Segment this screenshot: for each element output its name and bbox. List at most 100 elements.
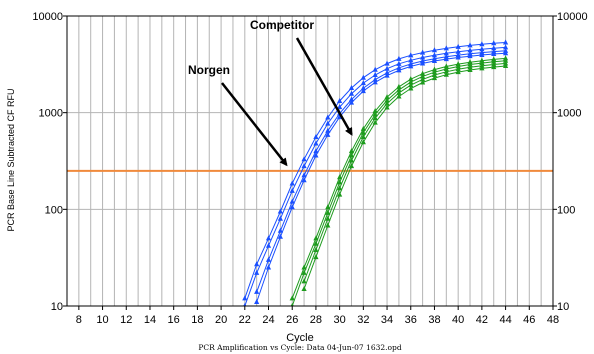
data-point [396,55,402,61]
data-point [348,90,355,96]
data-point [455,66,461,72]
data-point [408,76,414,82]
data-point [467,64,473,70]
data-point [348,99,355,105]
data-point [337,191,343,197]
data-point [337,104,343,110]
data-point [420,73,426,79]
data-point [360,134,366,140]
data-point [277,208,283,214]
annotation-label-norgen: Norgen [188,63,230,77]
data-point [420,54,426,60]
x-tick-label: 36 [405,314,417,326]
data-point [443,71,449,77]
data-point [408,52,414,58]
data-point [372,108,378,114]
data-point [420,60,426,66]
y-tick-label-right: 10 [557,301,569,313]
data-point [313,240,319,246]
data-point [372,111,378,117]
data-point [301,278,307,284]
data-point [467,47,473,53]
data-point [479,51,485,57]
data-point [431,72,438,78]
data-point [289,198,295,204]
series-line [303,62,506,282]
data-point [325,215,331,221]
data-point [372,79,378,85]
x-tick-label: 30 [334,314,346,326]
data-point [313,254,319,260]
data-point [467,42,473,48]
data-point [254,261,260,267]
data-point [254,288,260,294]
data-point [372,115,378,121]
data-point [372,66,378,72]
data-point [396,89,402,95]
data-point [243,303,247,306]
data-point [396,86,402,92]
data-point [396,60,402,66]
data-point [372,76,378,82]
annotation-label-competitor: Competitor [250,18,314,32]
data-point [420,79,426,85]
data-point [277,215,283,221]
data-point [265,264,272,270]
data-point [360,125,366,131]
data-point [479,41,485,47]
data-point [313,140,319,146]
data-point [265,256,272,262]
x-tick-label: 46 [523,314,535,326]
data-point [408,79,414,85]
data-point [443,56,449,62]
data-point [431,75,438,81]
x-tick-label: 8 [76,314,82,326]
data-point [443,65,449,71]
chart-caption: PCR Amplification vs Cycle: Data 04-Jun-… [198,343,402,352]
data-point [420,70,426,76]
x-tick-label: 42 [476,314,488,326]
data-point [348,163,355,169]
data-point [431,52,438,58]
data-point [325,204,331,210]
data-point [396,64,402,70]
data-point [277,227,283,233]
data-point [360,85,366,91]
data-point [443,68,449,74]
annotation-arrow-competitor [295,37,353,136]
y-tick-labels-right: 10 100 1000 10000 [553,11,588,313]
data-point [325,120,331,126]
series-competitor-4 [301,62,509,291]
series-line [256,50,506,293]
y-tick-labels-left: 10 100 1000 10000 [32,11,67,313]
x-tick-label: 38 [428,314,440,326]
data-point [277,233,283,239]
data-point [289,187,295,193]
data-point [325,114,331,120]
x-tick-label: 32 [357,314,369,326]
data-point [408,85,414,91]
y-tick-label-right: 100 [557,204,575,216]
data-point [455,43,461,49]
data-point [396,67,402,73]
x-tick-label: 28 [310,314,322,326]
data-point [479,60,485,66]
x-tick-label: 34 [381,314,393,326]
data-point [455,69,461,75]
y-tick-label-right: 1000 [557,108,581,120]
data-point [289,180,295,186]
x-tick-label: 22 [239,314,251,326]
data-point [360,88,366,94]
data-point [301,285,307,291]
data-point [301,156,307,162]
data-point [384,72,390,78]
data-point [289,295,295,301]
data-point [491,45,497,51]
data-point [467,67,473,73]
data-point [254,269,260,275]
series-norgen-1 [242,39,509,301]
data-point [455,48,461,54]
data-point [301,163,307,169]
x-axis-label: Cycle [286,332,314,344]
